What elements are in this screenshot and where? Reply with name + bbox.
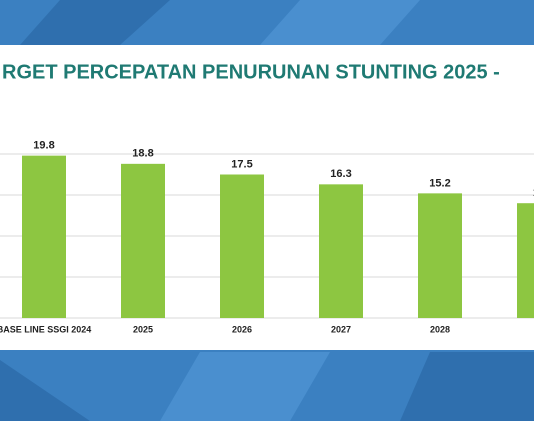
value-label: 15.2 [429,177,450,189]
bar [121,163,165,318]
background-shape [0,360,90,421]
bar [22,155,66,318]
value-label: 14 [533,187,534,199]
value-label: 17.5 [231,158,252,170]
background-shape [260,0,420,45]
value-label: 18.8 [132,148,153,160]
background-shape [400,352,534,421]
x-tick-label: 2028 [430,324,450,334]
background-shape [20,0,170,45]
value-label: 16.3 [330,168,351,180]
bar [220,174,264,318]
background-shape [160,352,330,421]
x-tick-label: 2025 [133,324,153,334]
bar [517,203,534,318]
value-label: 19.8 [33,140,54,152]
x-tick-label: 2027 [331,324,351,334]
bar [319,184,363,318]
bar [418,193,462,318]
x-tick-label: BASE LINE SSGI 2024 [0,324,91,334]
chart-title: RGET PERCEPATAN PENURUNAN STUNTING 2025 … [2,61,500,83]
x-tick-label: 2026 [232,324,252,334]
